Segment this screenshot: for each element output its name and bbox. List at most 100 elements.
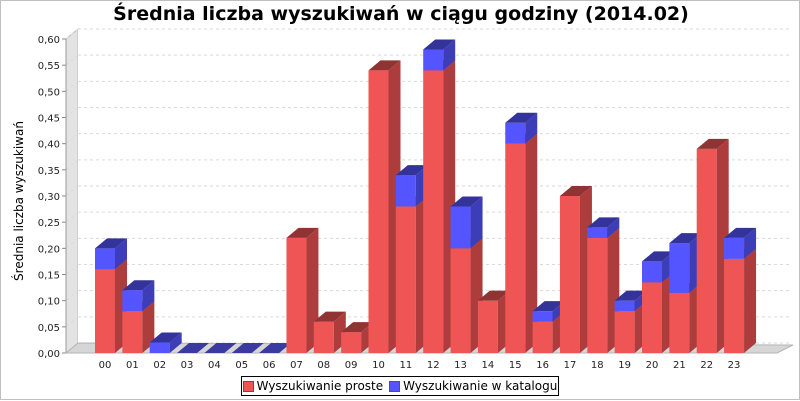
x-tick-label: 04 — [208, 360, 221, 371]
x-tick-label: 10 — [372, 360, 385, 371]
gridline-side — [65, 159, 79, 171]
y-tick-label: 0,10 — [38, 297, 60, 308]
x-tick-label: 14 — [482, 360, 495, 371]
bar-proste-15 — [505, 143, 526, 353]
bar-proste-22 — [696, 148, 717, 353]
bar-proste-12 — [423, 70, 444, 354]
x-tick-label: 19 — [618, 360, 631, 371]
gridline-side — [65, 290, 79, 302]
y-tick-label: 0,15 — [38, 271, 60, 282]
legend-swatch-katalog — [389, 380, 401, 392]
y-tick-label: 0,05 — [38, 323, 60, 334]
y-tick-label: 0,45 — [38, 114, 60, 125]
x-tick-label: 08 — [317, 360, 330, 371]
bar-proste-21 — [669, 292, 690, 353]
bar-katalog-18-side — [607, 217, 620, 238]
y-tick-label: 0,20 — [38, 244, 60, 255]
y-axis-label: Średnia liczba wyszukiwań — [12, 121, 26, 281]
bar-katalog-11 — [395, 175, 416, 207]
bar-proste-17-top — [559, 186, 592, 196]
bar-katalog-16 — [532, 311, 553, 322]
bar-proste-07-top — [286, 227, 319, 238]
x-tick-label: 06 — [263, 360, 276, 371]
bar-katalog-15-top — [505, 112, 538, 123]
bar-katalog-11-top — [395, 165, 428, 176]
x-tick-label: 15 — [509, 360, 522, 371]
bar-katalog-19-top — [614, 290, 647, 301]
bar-katalog-19 — [614, 300, 635, 312]
bar-proste-01 — [122, 311, 143, 353]
bar-proste-01-side — [142, 301, 155, 353]
x-tick-label: 07 — [290, 360, 303, 371]
gridline-side — [65, 107, 79, 118]
y-tick-label: 0,40 — [38, 140, 60, 151]
bar-katalog-01-top — [122, 280, 155, 291]
bar-proste-08-top — [313, 311, 346, 322]
bar-katalog-23-top — [724, 227, 757, 238]
bar-katalog-20-top — [642, 251, 674, 262]
y-tick-label: 0,50 — [38, 87, 60, 98]
x-tick-label: 13 — [454, 360, 467, 371]
bar-proste-09 — [341, 332, 362, 353]
bar-proste-11 — [395, 206, 416, 353]
y-tick-label: 0,35 — [38, 166, 60, 177]
bar-proste-23 — [724, 258, 745, 353]
bar-empty-05 — [231, 343, 264, 353]
bar-proste-14 — [477, 300, 498, 353]
x-tick-label: 00 — [99, 360, 112, 371]
y-tick-label: 0,55 — [38, 61, 60, 72]
bar-proste-10 — [368, 70, 389, 354]
bar-proste-07 — [286, 237, 307, 353]
chart-title: Średnia liczba wyszukiwań w ciągu godzin… — [113, 3, 689, 25]
x-tick-label: 02 — [153, 360, 166, 371]
legend: Wyszukiwanie proste Wyszukiwanie w katal… — [241, 376, 559, 396]
bar-empty-06 — [259, 343, 292, 353]
legend-swatch-proste — [242, 380, 254, 392]
x-tick-label: 09 — [345, 360, 358, 371]
bar-proste-00 — [95, 269, 115, 353]
bar-empty-04 — [204, 343, 237, 353]
bar-proste-20 — [642, 282, 662, 353]
bar-empty-03 — [177, 343, 210, 353]
bar-proste-14-top — [477, 290, 510, 301]
bar-proste-16 — [532, 321, 553, 353]
bar-proste-09-top — [341, 322, 374, 333]
bar-katalog-02-top — [149, 332, 182, 343]
bar-katalog-12-side — [443, 39, 456, 71]
bar-proste-17 — [559, 196, 580, 353]
gridline-side — [65, 211, 79, 223]
y-tick-label: 0,25 — [38, 218, 60, 229]
gridline-side — [65, 316, 79, 328]
bar-proste-15-side — [525, 133, 538, 353]
legend-item-katalog: Wyszukiwanie w katalogu — [389, 379, 557, 393]
bar-katalog-00-top — [95, 238, 127, 249]
bar-proste-08 — [313, 321, 334, 353]
gridline-side — [65, 264, 79, 275]
x-tick-label: 23 — [728, 360, 741, 371]
bar-proste-19 — [614, 311, 635, 353]
x-tick-label: 22 — [700, 360, 713, 371]
gridline-side — [65, 237, 79, 249]
bar-katalog-13-top — [450, 196, 483, 207]
bar-katalog-13 — [450, 206, 471, 249]
bar-katalog-23 — [724, 237, 745, 259]
bar-katalog-23-side — [744, 227, 757, 259]
y-tick-label: 0,00 — [38, 349, 60, 360]
bar-katalog-18-top — [587, 217, 620, 228]
x-tick-label: 03 — [181, 360, 194, 371]
bar-katalog-02-side — [169, 332, 182, 353]
bar-proste-13 — [450, 248, 471, 353]
bar-proste-23-side — [744, 248, 757, 353]
bar-katalog-16-top — [532, 301, 565, 312]
bar-katalog-20 — [642, 261, 662, 283]
y-tick-label: 0,30 — [38, 192, 60, 203]
bar-katalog-12-top — [423, 39, 456, 50]
bar-katalog-13-side — [470, 196, 483, 249]
x-tick-label: 18 — [591, 360, 604, 371]
x-tick-label: 01 — [126, 360, 139, 371]
bar-katalog-00-side — [115, 238, 127, 270]
bar-katalog-21-top — [669, 233, 702, 244]
bar-katalog-12 — [423, 49, 444, 71]
